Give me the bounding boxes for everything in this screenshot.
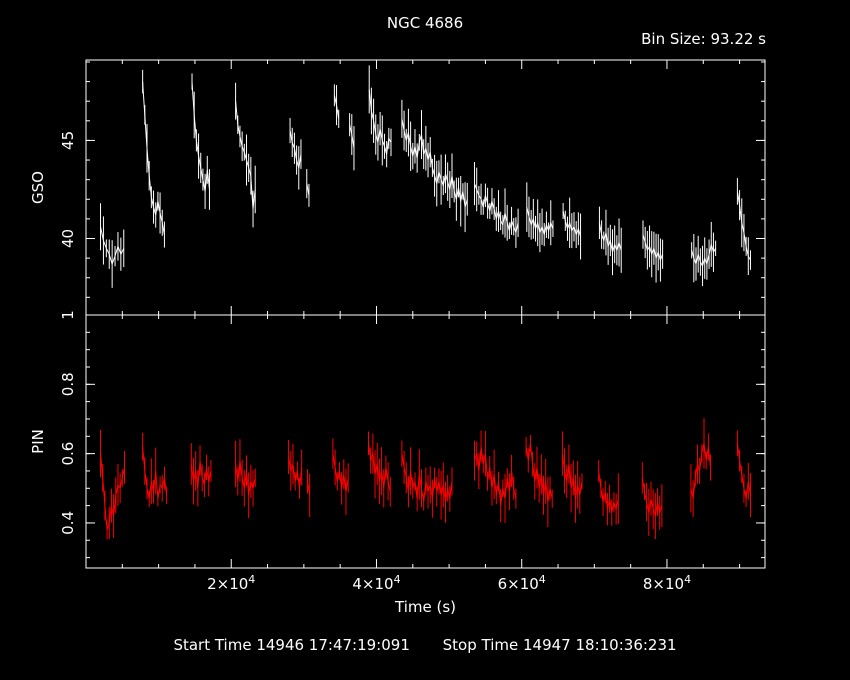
pin-series-segment — [235, 460, 256, 496]
pin-series-segment — [641, 477, 663, 517]
pin-series-segment — [401, 453, 453, 503]
gso-y-tick-label: 40 — [59, 229, 77, 248]
start-time-label: Start Time 14946 17:47:19:091 — [173, 636, 410, 654]
chart-title: NGC 4686 — [386, 14, 464, 32]
time-range-footer: Start Time 14946 17:47:19:091 Stop Time … — [0, 636, 850, 654]
plot-frames: 40 45 GSO 0.4 0.6 0.8 1 PIN 2×104 4×104 6×104 8×104… — [29, 59, 766, 616]
gso-series-segment — [691, 244, 717, 268]
pin-series-segment — [598, 470, 619, 513]
pin-series-segment — [100, 453, 125, 531]
pin-y-tick-label: 0.6 — [59, 442, 77, 466]
pin-y-tick-label: 0.4 — [59, 511, 77, 535]
pin-y-tick-label: 1 — [59, 310, 77, 320]
pin-series-segment — [190, 460, 212, 489]
pin-y-axis-label: PIN — [29, 429, 47, 454]
bin-size-label: Bin Size: 93.22 s — [641, 30, 766, 48]
gso-frame — [85, 59, 766, 316]
gso-y-tick-label: 45 — [59, 131, 77, 150]
gso-y-axis-label: GSO — [29, 171, 47, 204]
stop-time-label: Stop Time 14947 18:10:36:231 — [442, 636, 677, 654]
pin-x-axis-label: Time (s) — [394, 598, 456, 616]
pin-x-tick-label: 8×104 — [643, 573, 691, 593]
pin-panel — [100, 418, 751, 540]
pin-x-tick-label: 6×104 — [498, 573, 546, 593]
gso-panel — [100, 65, 751, 288]
pin-x-tick-label: 4×104 — [352, 573, 400, 593]
pin-x-tick-label: 2×104 — [207, 573, 255, 593]
gso-series-segment — [235, 101, 256, 210]
gso-series-segment — [642, 234, 664, 262]
pin-series-segment — [561, 453, 583, 499]
pin-frame — [85, 314, 766, 569]
gso-series-segment — [289, 130, 302, 169]
pin-series-segment — [690, 443, 711, 499]
pin-y-tick-label: 0.8 — [59, 372, 77, 396]
pin-series-segment — [142, 446, 168, 499]
